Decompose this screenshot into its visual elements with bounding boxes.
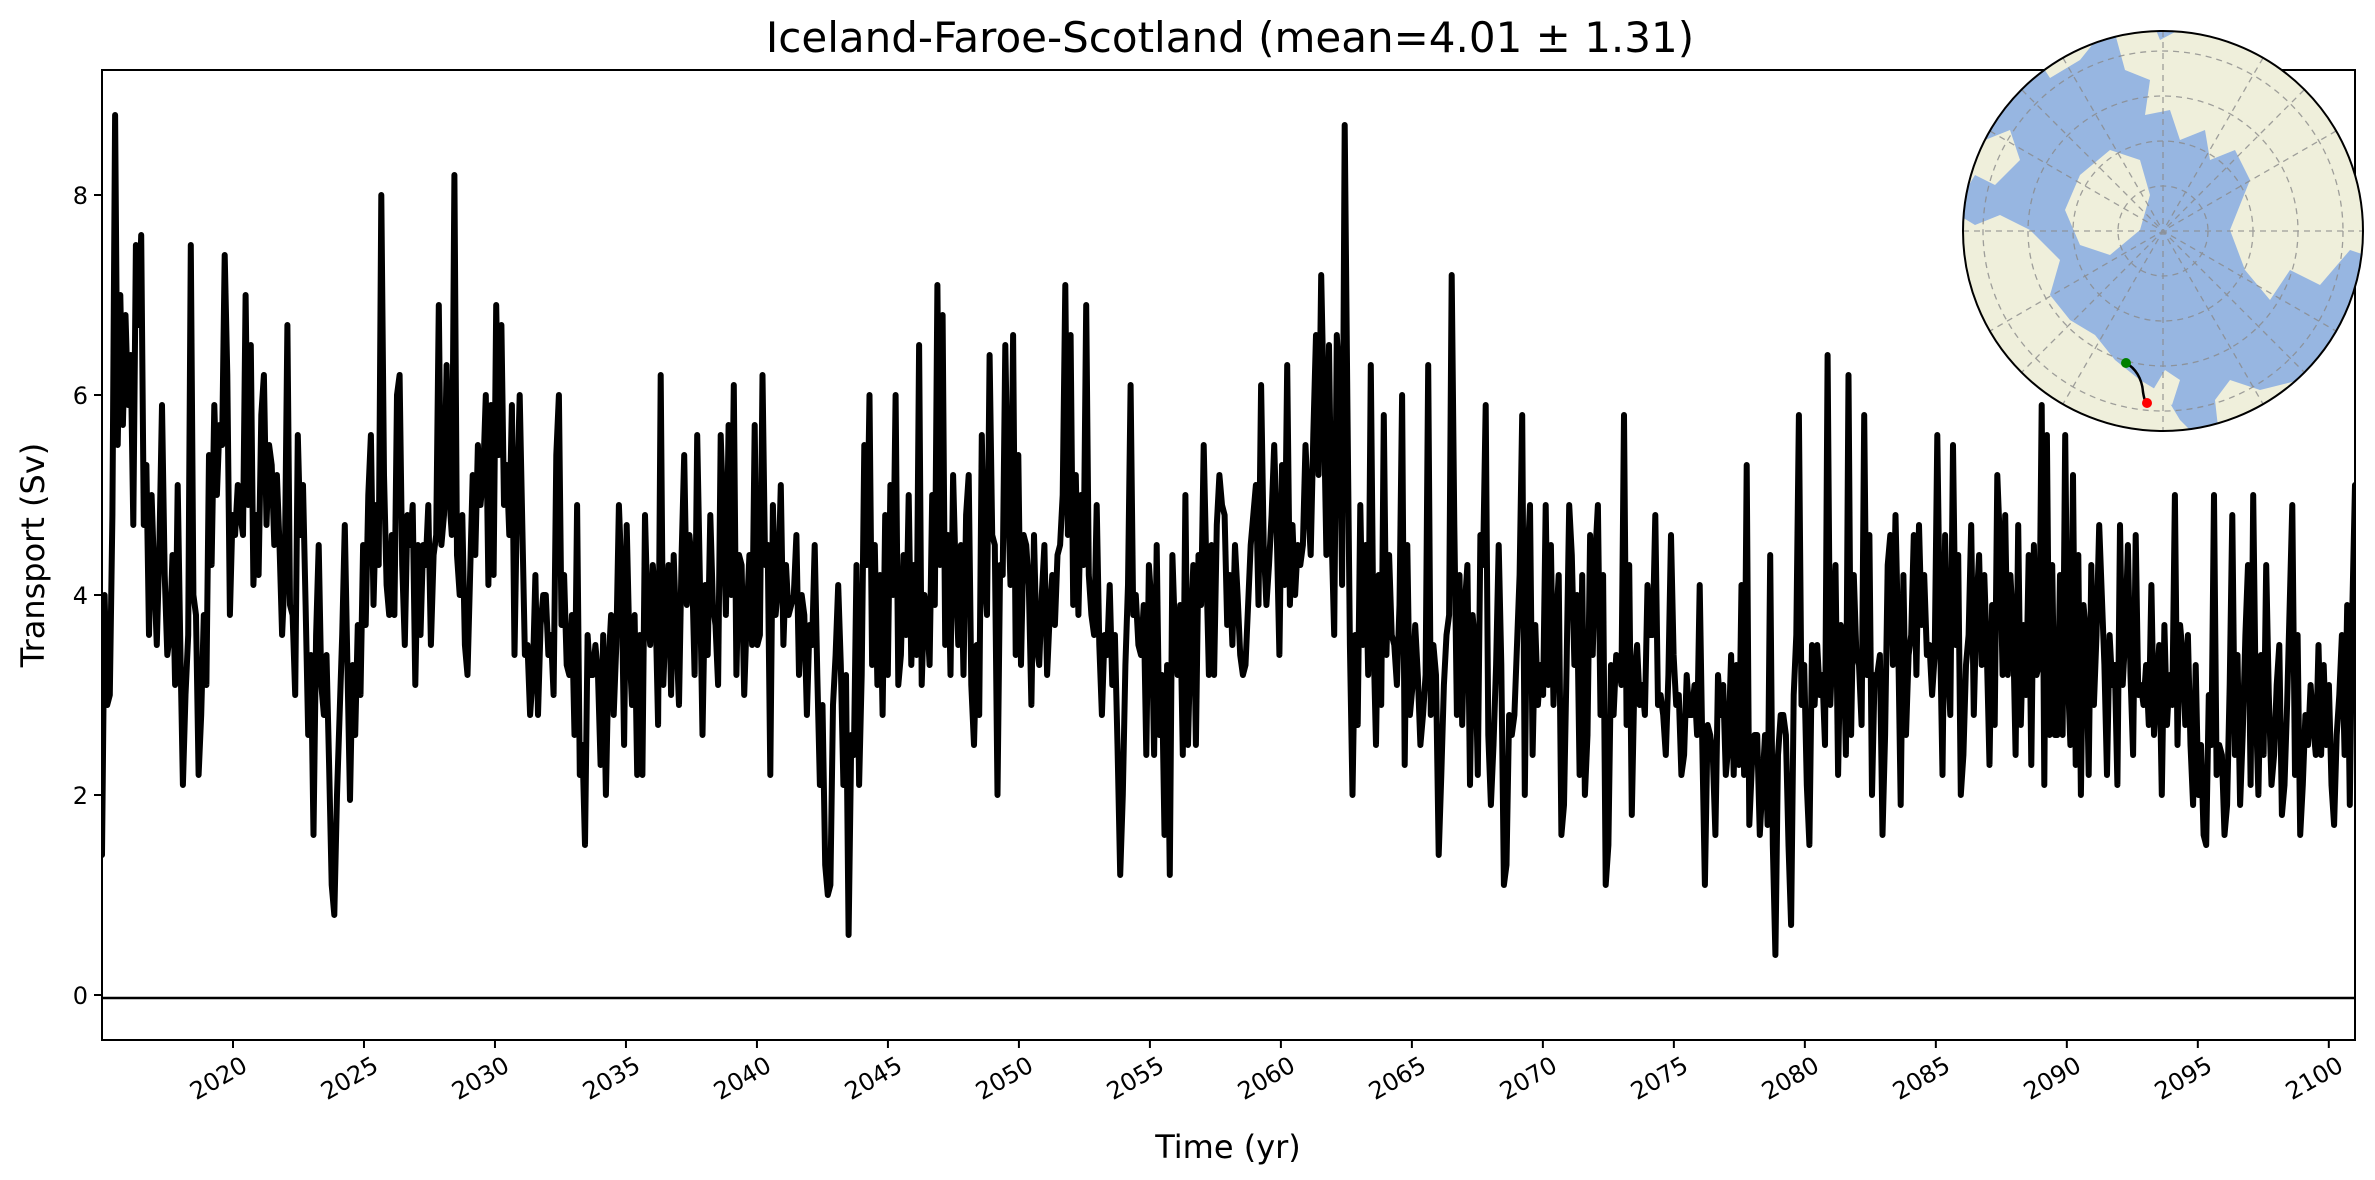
x-tick-label: 2045 [840, 1051, 907, 1106]
x-tick-label: 2025 [316, 1051, 383, 1106]
x-tick-label: 2070 [1495, 1051, 1562, 1106]
land-eurasia [1963, 210, 2363, 431]
land-iceland [2090, 365, 2118, 386]
series-line [102, 112, 2355, 958]
plot-frame [101, 69, 2356, 1041]
x-tick-label: 2085 [1888, 1051, 1955, 1106]
inset-map [1962, 30, 2364, 432]
x-tick-label: 2095 [2150, 1051, 2217, 1106]
x-tick-label: 2080 [1757, 1051, 1824, 1106]
y-tick-label: 2 [73, 782, 88, 810]
y-tick-label: 0 [73, 982, 88, 1010]
x-axis-ticks: 2020 2025 2030 2035 2040 2045 2050 2055 2060 2065… [185, 1040, 2348, 1106]
y-tick-label: 4 [73, 582, 88, 610]
x-tick-label: 2050 [971, 1051, 1038, 1106]
chart-title: Iceland-Faroe-Scotland (mean=4.01 ± 1.31… [766, 13, 1694, 62]
x-tick-label: 2040 [709, 1051, 776, 1106]
section-end-marker [2142, 398, 2152, 408]
land-scandinavia [2150, 370, 2180, 405]
y-tick-label: 6 [73, 382, 88, 410]
x-tick-label: 2020 [185, 1051, 252, 1106]
land-greenland [2065, 150, 2150, 255]
x-tick-label: 2075 [1626, 1051, 1693, 1106]
section-start-marker [2121, 358, 2131, 368]
x-tick-label: 2060 [1233, 1051, 1300, 1106]
x-tick-label: 2055 [1102, 1051, 1169, 1106]
y-axis-label: Transport (Sv) [14, 443, 52, 669]
y-axis-ticks: 0 2 4 6 8 [73, 182, 102, 1010]
x-tick-label: 2100 [2281, 1051, 2348, 1106]
map-border [1962, 30, 2364, 432]
x-tick-label: 2035 [578, 1051, 645, 1106]
x-tick-label: 2090 [2019, 1051, 2086, 1106]
map-graticule [1963, 31, 2363, 431]
x-tick-label: 2065 [1364, 1051, 1431, 1106]
x-tick-label: 2030 [447, 1051, 514, 1106]
y-tick-label: 8 [73, 182, 88, 210]
x-axis-label: Time (yr) [1154, 1128, 1301, 1166]
